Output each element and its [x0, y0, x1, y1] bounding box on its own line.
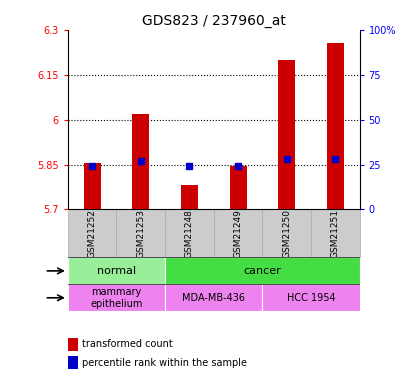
Text: percentile rank within the sample: percentile rank within the sample	[82, 358, 247, 368]
Bar	[165, 257, 360, 284]
Bar	[165, 284, 262, 311]
Point	[332, 156, 339, 162]
Bar	[229, 166, 247, 209]
Text: GSM21253: GSM21253	[136, 209, 145, 258]
Bar	[181, 186, 198, 209]
Point	[137, 158, 144, 164]
Title: GDS823 / 237960_at: GDS823 / 237960_at	[142, 13, 286, 28]
Text: GSM21249: GSM21249	[233, 209, 242, 258]
Point	[235, 164, 241, 170]
Bar	[278, 60, 295, 209]
Bar	[83, 163, 101, 209]
Text: MDA-MB-436: MDA-MB-436	[182, 293, 245, 303]
Text: normal: normal	[97, 266, 136, 276]
Bar	[327, 44, 344, 209]
Bar	[68, 284, 165, 311]
Text: cancer: cancer	[243, 266, 281, 276]
Text: GSM21251: GSM21251	[331, 209, 340, 258]
Bar	[214, 209, 262, 257]
Point	[283, 156, 290, 162]
Bar	[116, 209, 165, 257]
Text: GSM21250: GSM21250	[282, 209, 291, 258]
Text: transformed count: transformed count	[82, 339, 173, 349]
Bar	[165, 209, 214, 257]
Bar	[68, 356, 78, 369]
Text: mammary
epithelium: mammary epithelium	[90, 287, 143, 309]
Point	[186, 164, 193, 170]
Bar	[311, 209, 360, 257]
Bar	[132, 114, 149, 209]
Point	[89, 164, 95, 170]
Bar	[262, 209, 311, 257]
Bar	[68, 209, 116, 257]
Bar	[68, 257, 165, 284]
Bar	[262, 284, 360, 311]
Bar	[68, 338, 78, 351]
Text: HCC 1954: HCC 1954	[287, 293, 335, 303]
Text: GSM21252: GSM21252	[88, 209, 97, 258]
Text: GSM21248: GSM21248	[185, 209, 194, 258]
